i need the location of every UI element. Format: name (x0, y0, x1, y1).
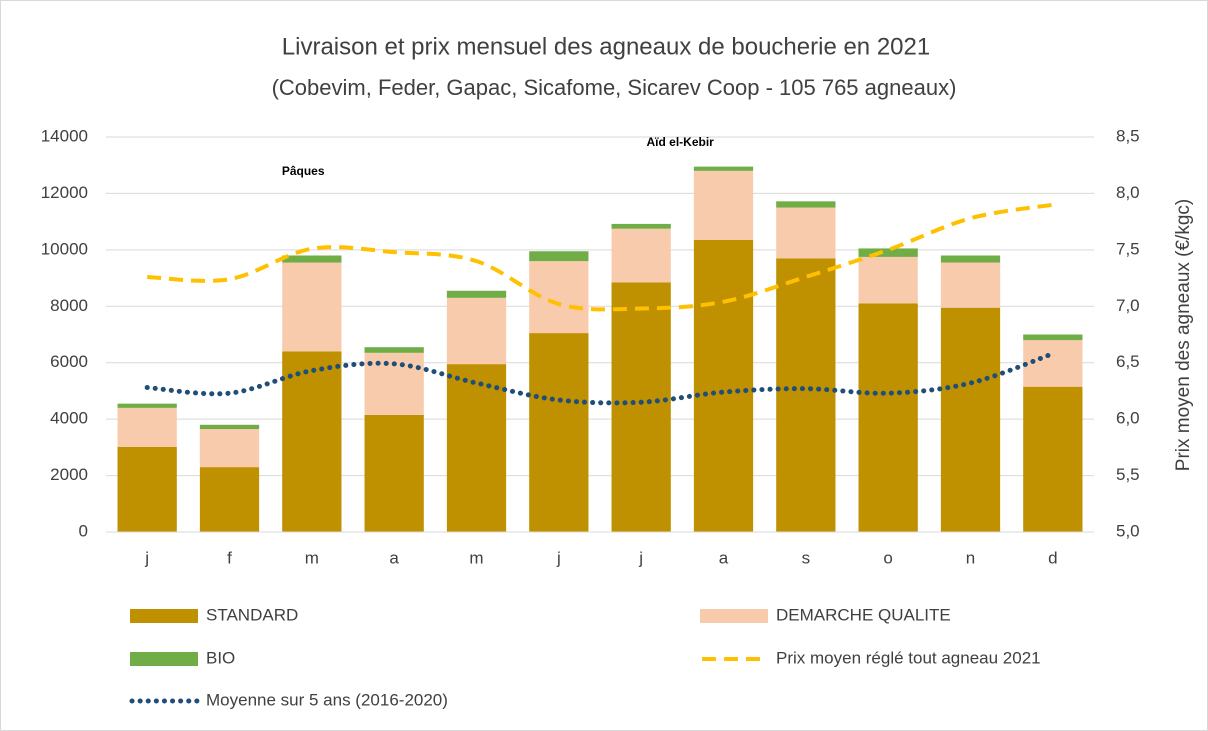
line-series (144, 351, 1056, 406)
bar (364, 347, 424, 353)
y-tick-label: 10000 (41, 239, 88, 258)
y2-tick-label: 5,5 (1116, 465, 1140, 484)
x-tick-label: a (719, 548, 729, 567)
x-tick-label: j (144, 548, 149, 567)
bar (282, 351, 342, 532)
legend-swatch (130, 652, 198, 666)
y2-tick-label: 5,0 (1116, 521, 1140, 540)
y2-tick-label: 6,0 (1116, 409, 1140, 428)
bar (117, 403, 177, 408)
legend-swatch (700, 609, 768, 623)
x-tick-label: s (802, 548, 811, 567)
annotation: Pâques (282, 164, 325, 178)
bar (117, 407, 177, 447)
bar (776, 207, 836, 259)
x-tick-label: j (556, 548, 561, 567)
bar (693, 170, 754, 240)
bar (446, 297, 507, 365)
y2-tick-label: 8,5 (1116, 126, 1140, 145)
bar (858, 248, 918, 257)
y2-tick-label: 7,0 (1116, 296, 1140, 315)
bar (611, 228, 671, 283)
legend-label: BIO (206, 648, 235, 667)
bar (693, 239, 754, 532)
chart-title: Livraison et prix mensuel des agneaux de… (282, 33, 930, 60)
x-tick-label: n (966, 548, 975, 567)
y-tick-label: 0 (79, 521, 88, 540)
y-tick-label: 2000 (50, 465, 88, 484)
bar (858, 256, 918, 304)
bar (282, 255, 342, 263)
legend-label: STANDARD (206, 605, 298, 624)
bar (940, 307, 1001, 532)
bar (199, 429, 260, 468)
bar (282, 262, 342, 352)
bar (940, 255, 1001, 263)
line-series (147, 202, 1054, 312)
x-tick-label: a (389, 548, 399, 567)
bar (858, 303, 918, 532)
legend-label: DEMARCHE QUALITE (776, 605, 951, 624)
chart-subtitle: (Cobevim, Feder, Gapac, Sicafome, Sicare… (272, 75, 957, 100)
y-tick-label: 8000 (50, 296, 88, 315)
y2-tick-label: 8,0 (1116, 183, 1140, 202)
legend-label: Prix moyen réglé tout agneau 2021 (776, 648, 1041, 667)
bar (446, 364, 507, 532)
bar (1023, 386, 1083, 532)
bar (364, 414, 424, 532)
bar (446, 290, 507, 298)
x-tick-label: j (638, 548, 643, 567)
legend-swatch (130, 609, 198, 623)
bar (693, 166, 754, 171)
y2-tick-label: 7,5 (1116, 239, 1140, 258)
x-tick-label: m (305, 548, 319, 567)
bar (1023, 334, 1083, 341)
bar (776, 258, 836, 532)
y-tick-label: 12000 (41, 183, 88, 202)
x-tick-label: m (469, 548, 483, 567)
bar (611, 282, 671, 532)
legend-label: Moyenne sur 5 ans (2016-2020) (206, 690, 448, 709)
y-tick-label: 6000 (50, 352, 88, 371)
bar (117, 446, 177, 532)
bar (529, 333, 589, 532)
y2-tick-label: 6,5 (1116, 352, 1140, 371)
y-tick-label: 4000 (50, 409, 88, 428)
bar (776, 201, 836, 208)
x-tick-label: f (227, 548, 232, 567)
bar (611, 223, 671, 229)
bar (199, 424, 260, 430)
bar (940, 262, 1001, 308)
y2-axis-title: Prix moyen des agneaux (€/kgc) (1173, 199, 1194, 471)
annotation: Aïd el-Kebir (647, 135, 715, 149)
bar (199, 467, 260, 532)
y-tick-label: 14000 (41, 126, 88, 145)
x-tick-label: d (1048, 548, 1057, 567)
bar (529, 251, 589, 262)
x-tick-label: o (883, 548, 892, 567)
